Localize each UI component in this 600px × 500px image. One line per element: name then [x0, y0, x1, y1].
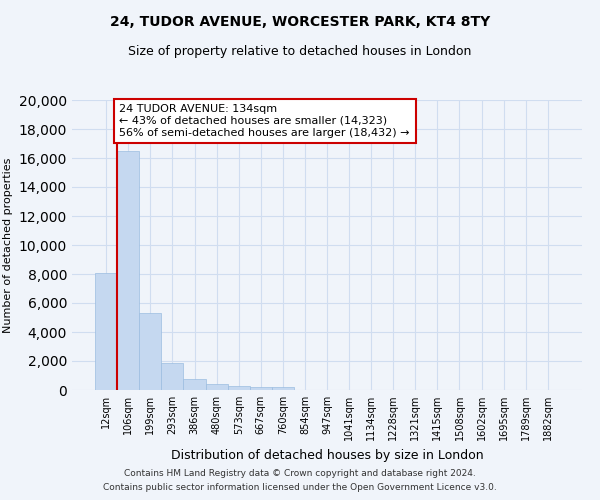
Bar: [95, 272, 117, 390]
Bar: [227, 386, 250, 390]
Bar: [272, 387, 294, 390]
Bar: [117, 151, 139, 390]
Text: 24 TUDOR AVENUE: 134sqm
← 43% of detached houses are smaller (14,323)
56% of sem: 24 TUDOR AVENUE: 134sqm ← 43% of detache…: [119, 104, 410, 138]
Bar: [206, 384, 227, 390]
Bar: [139, 313, 161, 390]
Text: 24, TUDOR AVENUE, WORCESTER PARK, KT4 8TY: 24, TUDOR AVENUE, WORCESTER PARK, KT4 8T…: [110, 15, 490, 29]
Text: Contains public sector information licensed under the Open Government Licence v3: Contains public sector information licen…: [103, 484, 497, 492]
Text: Contains HM Land Registry data © Crown copyright and database right 2024.: Contains HM Land Registry data © Crown c…: [124, 468, 476, 477]
Y-axis label: Number of detached properties: Number of detached properties: [3, 158, 13, 332]
Text: Size of property relative to detached houses in London: Size of property relative to detached ho…: [128, 45, 472, 58]
Bar: [161, 363, 184, 390]
Bar: [250, 386, 272, 390]
X-axis label: Distribution of detached houses by size in London: Distribution of detached houses by size …: [170, 448, 484, 462]
Bar: [184, 379, 206, 390]
